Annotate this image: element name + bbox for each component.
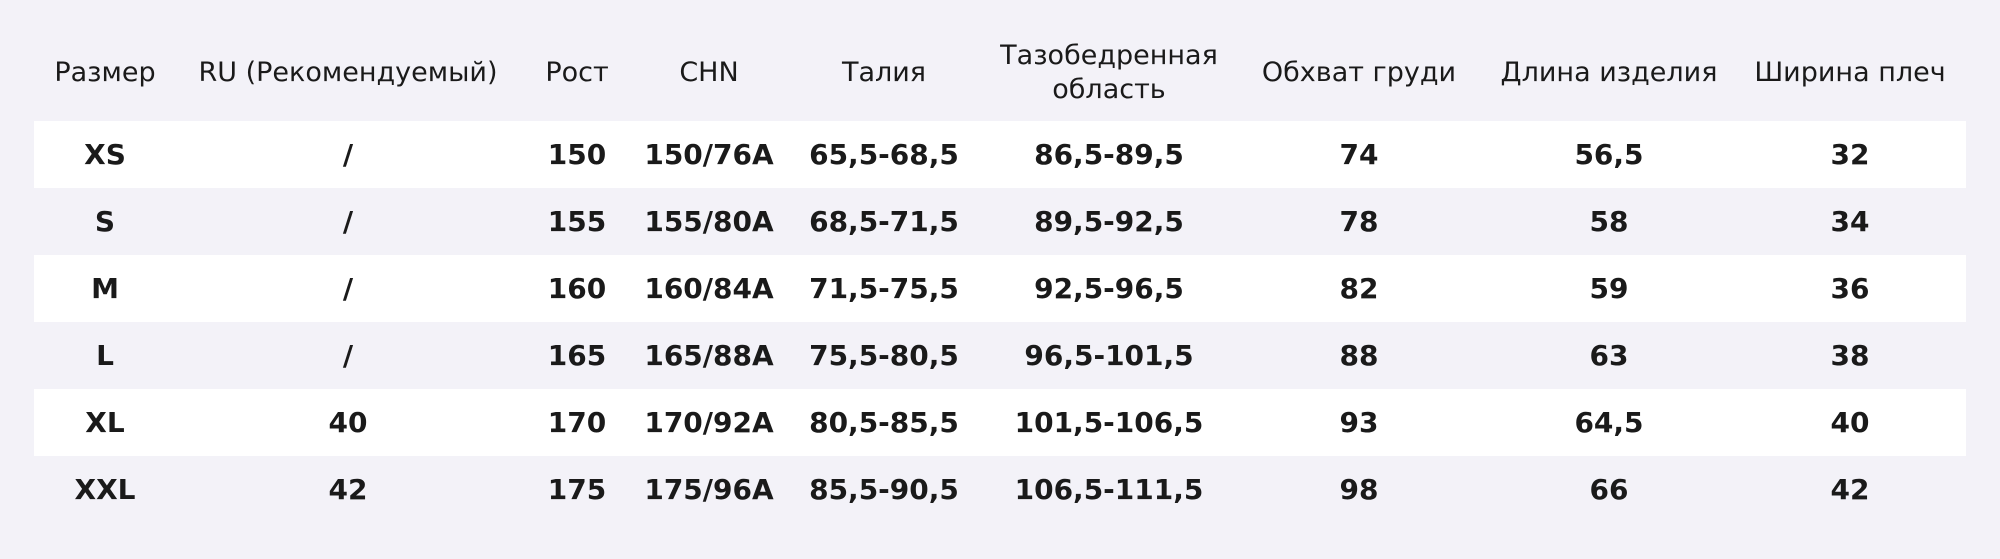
header-cell: Талия xyxy=(841,56,927,88)
table-cell: 88 xyxy=(1339,339,1379,372)
header-cell: CHN xyxy=(679,56,739,88)
table-cell: 82 xyxy=(1339,272,1379,305)
table-cell: 175 xyxy=(547,473,607,506)
table-cell: 160/84A xyxy=(644,272,774,305)
table-cell: 165/88A xyxy=(644,339,774,372)
table-cell: 42 xyxy=(1830,473,1870,506)
table-cell: 71,5-75,5 xyxy=(809,272,959,305)
table-cell: 63 xyxy=(1589,339,1629,372)
table-cell: 56,5 xyxy=(1574,138,1644,171)
table-header: Размер RU (Рекомендуемый) Рост CHN Талия Тазо… xyxy=(34,24,1966,121)
table-cell: 170/92A xyxy=(644,406,774,439)
header-cell: RU (Рекомендуемый) xyxy=(198,56,498,88)
table-cell: 65,5-68,5 xyxy=(809,138,959,171)
table-cell: 92,5-96,5 xyxy=(1034,272,1184,305)
table-cell: 175/96A xyxy=(644,473,774,506)
table-cell: 59 xyxy=(1589,272,1629,305)
table-cell: XXL xyxy=(74,473,136,506)
table-cell: 98 xyxy=(1339,473,1379,506)
header-cell: Рост xyxy=(545,56,609,88)
table-row: XS / 150 150/76A 65,5-68,5 86,5-89,5 74 56,5 32 xyxy=(34,121,1966,188)
table-cell: 64,5 xyxy=(1574,406,1644,439)
header-cell: Ширина плеч xyxy=(1754,56,1946,88)
table-cell: 155 xyxy=(547,205,607,238)
table-cell: 80,5-85,5 xyxy=(809,406,959,439)
table-cell: 150 xyxy=(547,138,607,171)
table-cell: 89,5-92,5 xyxy=(1034,205,1184,238)
table-cell: / xyxy=(342,339,354,372)
table-cell: 101,5-106,5 xyxy=(1014,406,1204,439)
table-body: XS / 150 150/76A 65,5-68,5 86,5-89,5 74 56,5 32 S… xyxy=(34,121,1966,523)
table-cell: 66 xyxy=(1589,473,1629,506)
table-cell: 160 xyxy=(547,272,607,305)
table-cell: 40 xyxy=(1830,406,1870,439)
table-cell: 38 xyxy=(1830,339,1870,372)
header-cell: Обхват груди xyxy=(1261,56,1457,88)
table-cell: 58 xyxy=(1589,205,1629,238)
table-cell: 36 xyxy=(1830,272,1870,305)
header-row: Размер RU (Рекомендуемый) Рост CHN Талия Тазо… xyxy=(34,24,1966,121)
table-cell: S xyxy=(94,205,116,238)
table-cell: 68,5-71,5 xyxy=(809,205,959,238)
table-row: S / 155 155/80A 68,5-71,5 89,5-92,5 78 58 34 xyxy=(34,188,1966,255)
table-cell: / xyxy=(342,138,354,171)
table-cell: 85,5-90,5 xyxy=(809,473,959,506)
table-cell: 34 xyxy=(1830,205,1870,238)
table-cell: XS xyxy=(84,138,126,171)
table-cell: 155/80A xyxy=(644,205,774,238)
table-cell: 32 xyxy=(1830,138,1870,171)
table-cell: / xyxy=(342,205,354,238)
header-cell: Длина изделия xyxy=(1500,56,1718,88)
table-cell: 40 xyxy=(328,406,368,439)
table-cell: L xyxy=(96,339,114,372)
table-cell: XL xyxy=(85,406,125,439)
table-cell: 150/76A xyxy=(644,138,774,171)
table-cell: 106,5-111,5 xyxy=(1014,473,1204,506)
table-row: XL 40 170 170/92A 80,5-85,5 101,5-106,5 93 64,5… xyxy=(34,389,1966,456)
table-row: L / 165 165/88A 75,5-80,5 96,5-101,5 88 63 38 xyxy=(34,322,1966,389)
size-table: Размер RU (Рекомендуемый) Рост CHN Талия Тазо… xyxy=(34,24,1966,523)
table-cell: 78 xyxy=(1339,205,1379,238)
table-cell: / xyxy=(342,272,354,305)
table-cell: 74 xyxy=(1339,138,1379,171)
table-row: M / 160 160/84A 71,5-75,5 92,5-96,5 82 59 36 xyxy=(34,255,1966,322)
header-cell: Размер xyxy=(54,56,156,88)
header-cell: Тазобедренная область xyxy=(1000,39,1218,105)
table-row: XXL 42 175 175/96A 85,5-90,5 106,5-111,5 98 66 4… xyxy=(34,456,1966,523)
table-cell: 170 xyxy=(547,406,607,439)
table-cell: 165 xyxy=(547,339,607,372)
table-cell: 86,5-89,5 xyxy=(1034,138,1184,171)
table-container: Размер RU (Рекомендуемый) Рост CHN Талия Тазо… xyxy=(34,24,1966,523)
table-cell: 93 xyxy=(1339,406,1379,439)
table-cell: M xyxy=(91,272,119,305)
table-cell: 42 xyxy=(328,473,368,506)
table-cell: 96,5-101,5 xyxy=(1024,339,1194,372)
table-cell: 75,5-80,5 xyxy=(809,339,959,372)
